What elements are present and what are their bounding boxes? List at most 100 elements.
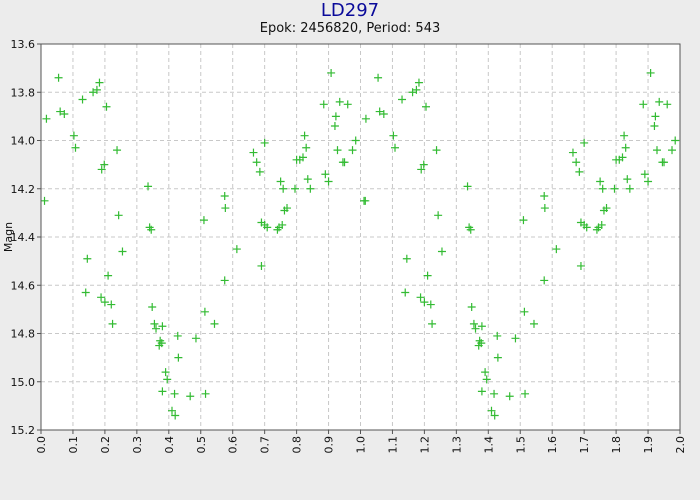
- data-point: [663, 100, 672, 109]
- data-point: [263, 223, 272, 232]
- data-point: [540, 191, 549, 200]
- data-point: [102, 102, 111, 111]
- data-point: [148, 302, 157, 311]
- data-point: [83, 254, 92, 263]
- data-point: [92, 85, 101, 94]
- data-point: [158, 322, 167, 331]
- data-point: [521, 389, 530, 398]
- data-point: [620, 131, 629, 140]
- data-point: [335, 97, 344, 106]
- grid: [41, 44, 680, 430]
- data-point: [529, 319, 538, 328]
- data-point: [252, 158, 261, 167]
- data-point: [152, 324, 161, 333]
- data-point: [398, 95, 407, 104]
- data-point: [113, 146, 122, 155]
- data-point: [467, 302, 476, 311]
- data-point: [100, 160, 109, 169]
- data-point: [417, 165, 426, 174]
- data-point: [150, 319, 159, 328]
- data-point: [520, 307, 529, 316]
- y-tick-label: 14.2: [11, 183, 36, 196]
- data-point: [477, 322, 486, 331]
- data-point: [660, 158, 669, 167]
- data-point: [493, 353, 502, 362]
- data-point: [210, 319, 219, 328]
- data-point: [598, 184, 607, 193]
- data-point: [298, 153, 307, 162]
- x-tick-label: 0.9: [323, 436, 336, 454]
- data-point: [391, 143, 400, 152]
- data-point: [374, 73, 383, 82]
- data-point: [81, 288, 90, 297]
- data-point: [423, 271, 432, 280]
- data-point: [552, 245, 561, 254]
- data-point: [255, 167, 264, 176]
- data-point: [319, 100, 328, 109]
- data-point: [437, 247, 446, 256]
- data-point: [519, 216, 528, 225]
- x-tick-label: 2.0: [674, 436, 687, 454]
- data-point: [644, 177, 653, 186]
- data-point: [618, 153, 627, 162]
- data-point: [60, 109, 69, 118]
- data-point: [232, 245, 241, 254]
- data-point: [306, 184, 315, 193]
- data-point: [639, 100, 648, 109]
- data-point: [414, 78, 423, 87]
- data-point: [161, 368, 170, 377]
- data-point: [191, 334, 200, 343]
- data-point: [490, 389, 499, 398]
- data-point: [340, 158, 349, 167]
- data-point: [623, 175, 632, 184]
- data-point: [419, 160, 428, 169]
- data-point: [278, 220, 287, 229]
- x-tick-label: 1.8: [610, 436, 623, 454]
- data-point: [487, 406, 496, 415]
- data-point: [625, 184, 634, 193]
- data-point: [170, 389, 179, 398]
- data-point: [412, 85, 421, 94]
- data-point: [291, 184, 300, 193]
- data-point: [199, 216, 208, 225]
- y-tick-label: 15.0: [11, 376, 36, 389]
- data-point: [575, 167, 584, 176]
- data-point: [416, 293, 425, 302]
- data-point: [157, 339, 166, 348]
- x-tick-label: 1.1: [386, 436, 399, 454]
- data-point: [303, 175, 312, 184]
- x-tick-label: 1.5: [514, 436, 527, 454]
- data-point: [655, 97, 664, 106]
- data-point: [596, 177, 605, 186]
- y-tick-label: 15.2: [11, 424, 36, 437]
- data-point: [402, 254, 411, 263]
- y-tick-label: 14.6: [11, 279, 36, 292]
- data-point: [100, 298, 109, 307]
- data-point: [432, 146, 441, 155]
- chart-subtitle: Epok: 2456820, Period: 543: [259, 21, 441, 36]
- data-point: [69, 131, 78, 140]
- data-point: [173, 331, 182, 340]
- data-point: [220, 276, 229, 285]
- data-points: [40, 68, 680, 420]
- data-point: [610, 184, 619, 193]
- data-point: [568, 148, 577, 157]
- data-point: [174, 353, 183, 362]
- data-point: [505, 392, 514, 401]
- data-point: [651, 112, 660, 121]
- data-point: [401, 288, 410, 297]
- data-point: [434, 211, 443, 220]
- data-point: [118, 247, 127, 256]
- y-tick-label: 13.6: [11, 38, 36, 51]
- data-point: [482, 375, 491, 384]
- data-point: [167, 406, 176, 415]
- data-point: [78, 95, 87, 104]
- data-point: [300, 131, 309, 140]
- data-point: [54, 73, 63, 82]
- data-point: [361, 196, 370, 205]
- data-point: [572, 158, 581, 167]
- data-point: [186, 392, 195, 401]
- data-point: [40, 196, 49, 205]
- data-point: [463, 182, 472, 191]
